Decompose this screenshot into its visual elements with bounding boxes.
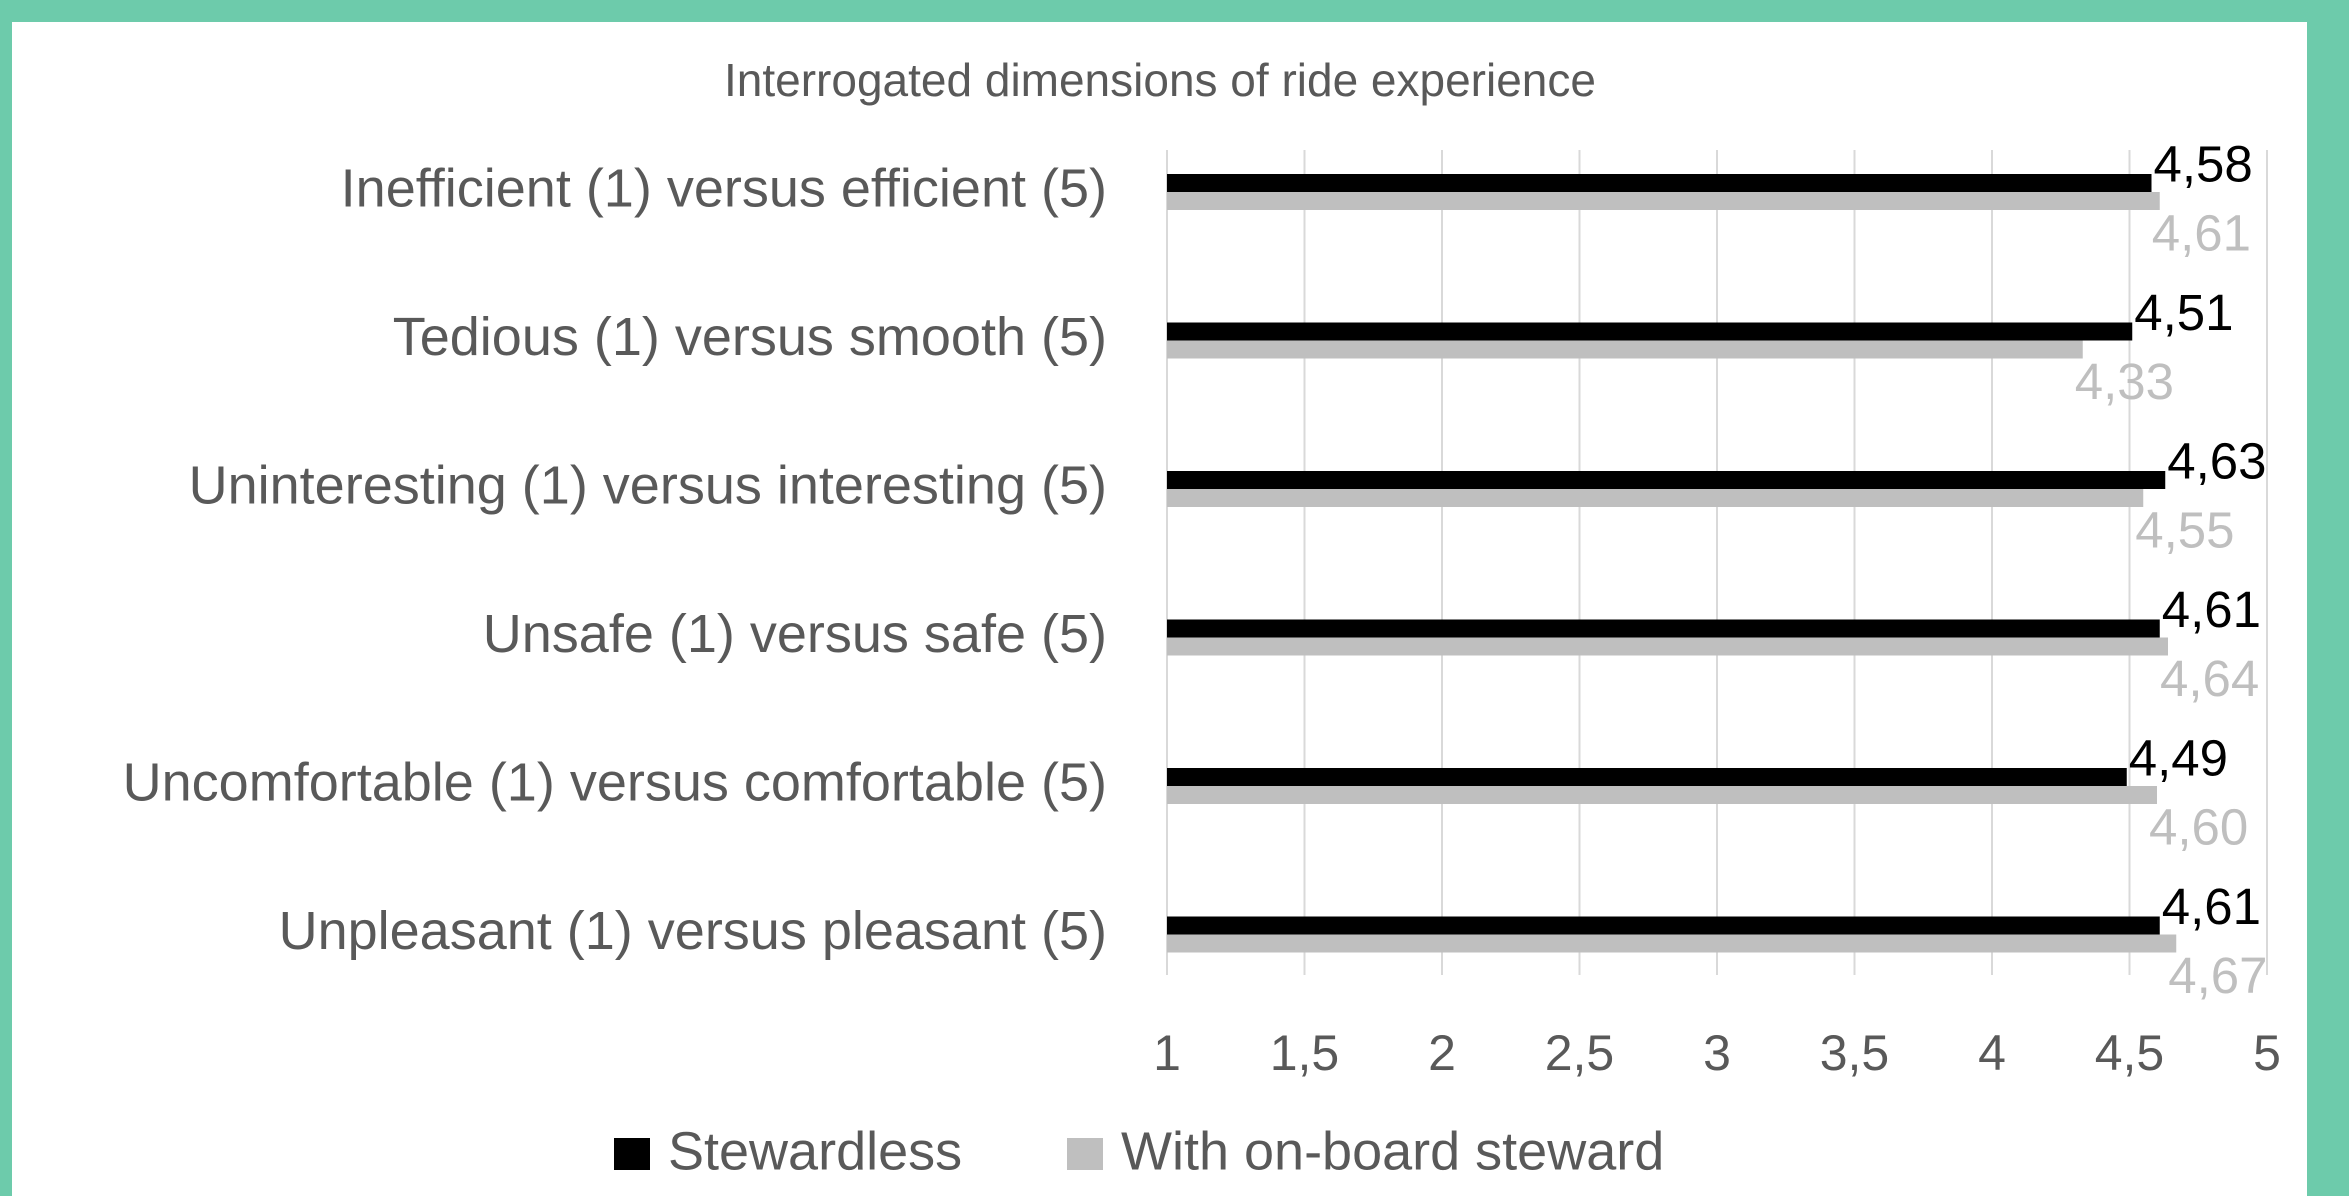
- bar: [1167, 174, 2152, 192]
- value-label: 4,67: [2168, 947, 2267, 1004]
- x-tick-label: 2: [1428, 1025, 1456, 1081]
- x-tick-label: 5: [2253, 1025, 2281, 1081]
- bar: [1167, 619, 2160, 638]
- bar: [1167, 471, 2166, 489]
- bar: [1167, 192, 2160, 210]
- chart-panel: [12, 22, 2307, 1196]
- value-label: 4,63: [2167, 432, 2266, 489]
- x-tick-label: 3: [1703, 1025, 1731, 1081]
- bar: [1167, 340, 2083, 359]
- value-label: 4,49: [2129, 729, 2228, 786]
- y-tick-label: Inefficient (1) versus efficient (5): [341, 158, 1107, 218]
- y-tick-label: Uninteresting (1) versus interesting (5): [189, 455, 1107, 515]
- value-label: 4,61: [2152, 204, 2251, 261]
- bar: [1167, 489, 2144, 507]
- y-tick-label: Unsafe (1) versus safe (5): [483, 604, 1107, 664]
- bar: [1167, 637, 2168, 656]
- y-tick-label: Uncomfortable (1) versus comfortable (5): [123, 752, 1107, 812]
- bar: [1167, 916, 2160, 935]
- x-tick-label: 3,5: [1820, 1025, 1890, 1081]
- bar: [1167, 322, 2133, 341]
- x-tick-label: 4: [1978, 1025, 2006, 1081]
- legend-swatch: [1067, 1138, 1103, 1170]
- value-label: 4,33: [2075, 353, 2174, 410]
- x-tick-label: 1,5: [1270, 1025, 1340, 1081]
- value-label: 4,58: [2154, 135, 2253, 192]
- value-label: 4,64: [2160, 650, 2259, 707]
- value-label: 4,55: [2135, 501, 2234, 558]
- legend-label: Stewardless: [668, 1121, 962, 1181]
- bar: [1167, 768, 2127, 786]
- chart-title: Interrogated dimensions of ride experien…: [724, 54, 1596, 106]
- x-tick-label: 4,5: [2095, 1025, 2165, 1081]
- x-tick-label: 2,5: [1545, 1025, 1615, 1081]
- value-label: 4,51: [2134, 284, 2233, 341]
- y-tick-label: Unpleasant (1) versus pleasant (5): [279, 901, 1107, 961]
- value-label: 4,61: [2162, 581, 2261, 638]
- bar: [1167, 786, 2157, 804]
- x-tick-label: 1: [1153, 1025, 1181, 1081]
- y-tick-label: Tedious (1) versus smooth (5): [393, 307, 1107, 367]
- legend-label: With on-board steward: [1121, 1121, 1664, 1181]
- value-label: 4,60: [2149, 798, 2248, 855]
- bar: [1167, 934, 2177, 953]
- value-label: 4,61: [2162, 878, 2261, 935]
- legend-swatch: [614, 1138, 650, 1170]
